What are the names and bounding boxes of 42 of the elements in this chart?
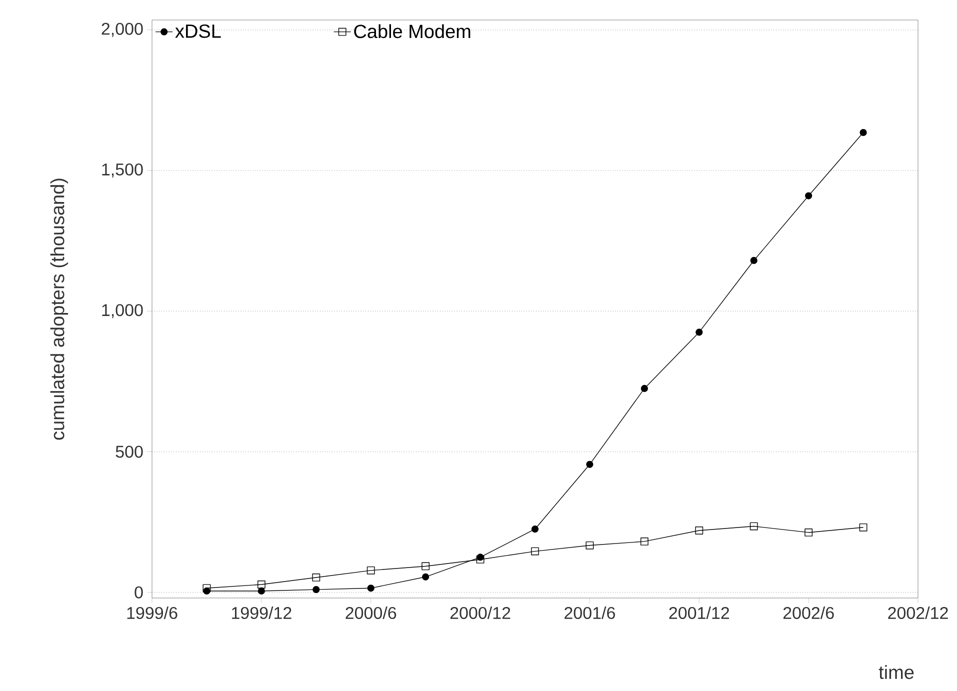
point — [640, 384, 648, 392]
point — [750, 522, 758, 530]
y-tick-label: 1,000 — [102, 304, 143, 318]
legend-label: xDSL — [175, 24, 221, 38]
point — [859, 523, 868, 532]
point — [695, 526, 704, 534]
x-tick-label: 2000/6 — [346, 606, 396, 620]
x-axis-title: time — [878, 665, 914, 680]
point — [805, 192, 812, 200]
x-tick-label: 2000/12 — [450, 606, 510, 620]
point — [860, 128, 867, 136]
x-tick-label: 2002/6 — [783, 606, 834, 620]
point — [586, 541, 594, 550]
legend-label: Cable Modem — [354, 24, 470, 38]
point — [366, 566, 375, 574]
point — [696, 328, 703, 336]
point — [202, 584, 211, 592]
y-axis-title: cumulated adopters (thousand) — [50, 178, 68, 440]
y-tick-label: 2,000 — [102, 22, 143, 37]
point — [257, 580, 266, 588]
y-tick-label: 500 — [116, 446, 143, 458]
point — [640, 538, 648, 546]
point — [312, 574, 320, 582]
point — [804, 528, 813, 536]
x-tick-label: 2001/6 — [564, 606, 615, 620]
x-tick-label: 2001/12 — [669, 606, 730, 620]
point — [258, 587, 265, 595]
point — [422, 562, 430, 570]
y-tick-label: 0 — [134, 586, 143, 598]
point — [476, 556, 484, 564]
point — [586, 460, 594, 468]
point — [422, 573, 430, 580]
point — [750, 256, 758, 264]
point — [531, 547, 539, 556]
x-tick-label: 2002/12 — [888, 606, 948, 620]
point — [531, 526, 539, 533]
x-tick-label: 1999/6 — [127, 606, 178, 620]
point — [203, 587, 210, 595]
point — [367, 584, 374, 592]
y-tick-label: 1,500 — [102, 163, 143, 178]
x-tick-label: 1999/12 — [232, 606, 292, 620]
point — [312, 586, 320, 594]
